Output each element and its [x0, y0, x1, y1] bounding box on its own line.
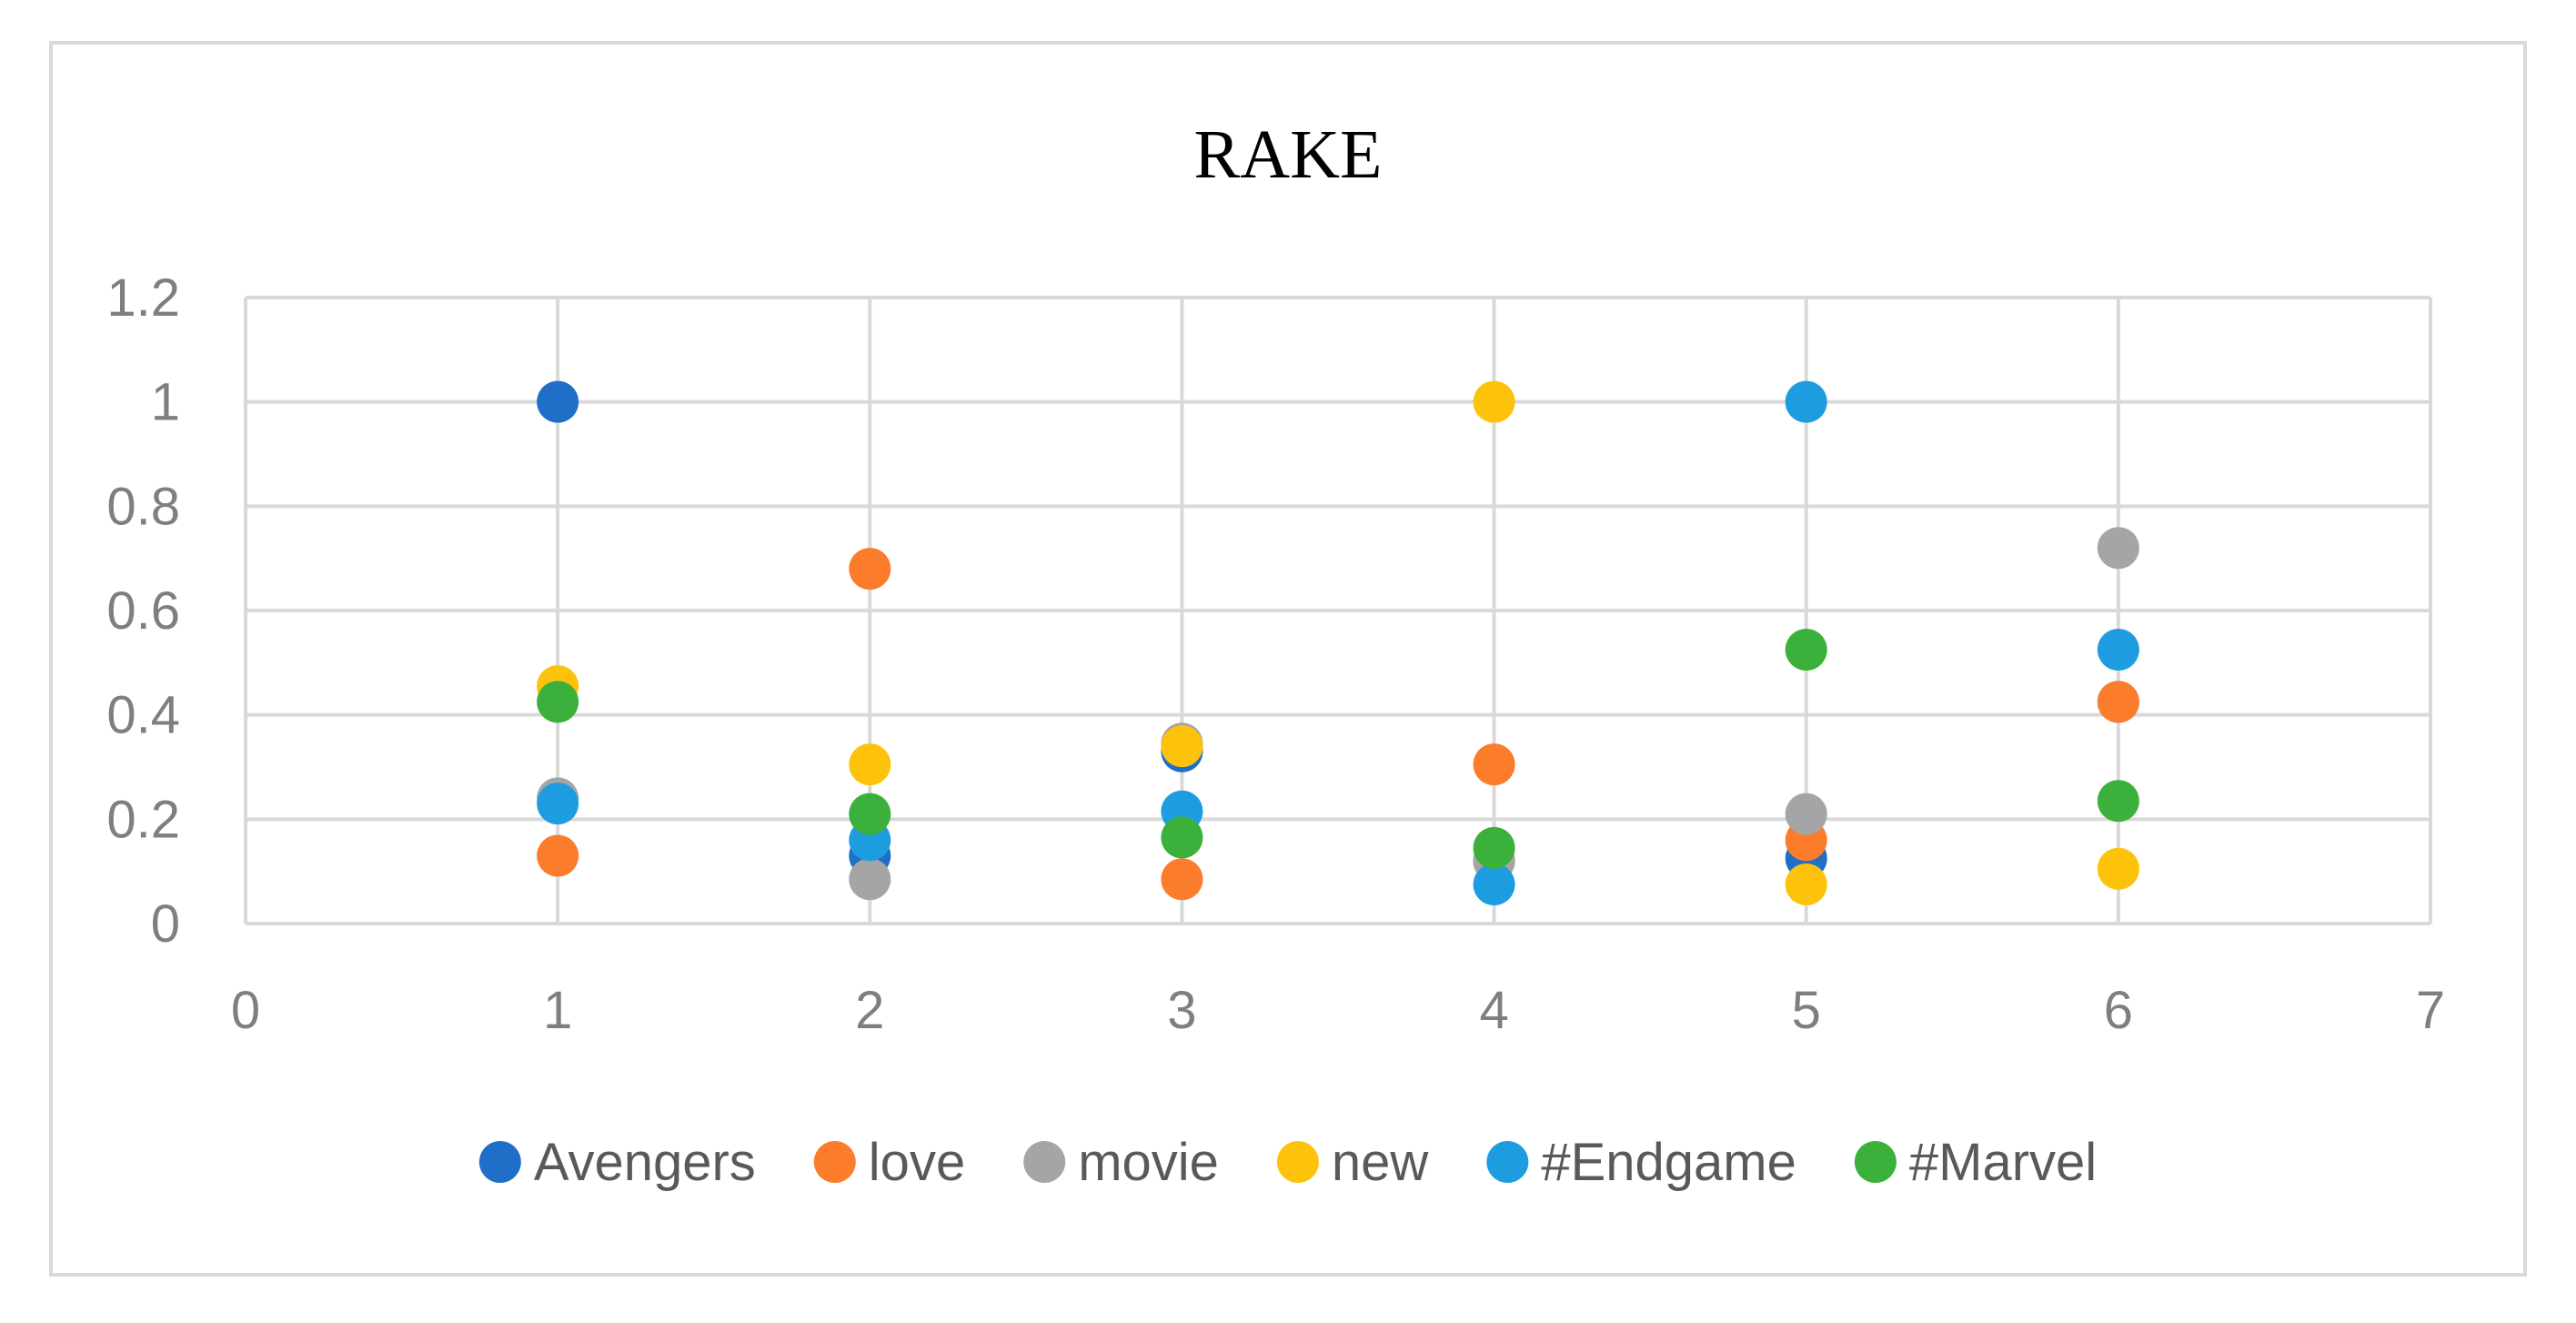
y-tick-label: 0.2: [106, 790, 180, 849]
data-point: [1161, 725, 1203, 768]
y-tick-label: 0.4: [106, 686, 180, 745]
legend-entry: #Marvel: [1854, 1133, 2097, 1192]
axis-tick-labels: 0 1 2 3 4 5 6 7 0 0.2 0.4 0.6 0.8 1 1.2: [106, 268, 2445, 1040]
x-tick-label: 3: [1167, 981, 1196, 1040]
legend-entry: love: [813, 1133, 965, 1192]
series-5: [537, 629, 2139, 869]
x-tick-label: 4: [1479, 981, 1508, 1040]
legend-marker: [1854, 1141, 1897, 1183]
data-point: [1161, 858, 1203, 901]
series-4: [537, 380, 2139, 905]
data-point: [1473, 743, 1515, 786]
data-point: [2097, 847, 2139, 890]
data-point: [1473, 826, 1515, 869]
y-tick-label: 0: [151, 894, 180, 954]
data-point: [849, 858, 891, 901]
legend-marker: [1276, 1141, 1319, 1183]
legend-marker: [1486, 1141, 1529, 1183]
data-point: [537, 783, 579, 825]
legend-label: movie: [1078, 1133, 1219, 1192]
x-tick-label: 5: [1792, 981, 1821, 1040]
legend-entry: new: [1276, 1133, 1430, 1192]
data-point: [2097, 780, 2139, 823]
data-point: [849, 548, 891, 591]
legend-entry: movie: [1023, 1133, 1219, 1192]
data-point: [2097, 681, 2139, 723]
data-point: [2097, 629, 2139, 671]
legend-marker: [813, 1141, 856, 1183]
legend-label: love: [869, 1133, 965, 1192]
y-tick-label: 1.2: [106, 268, 180, 328]
legend: Avengers love movie new #Endgame #Marvel: [478, 1133, 2097, 1192]
series-1: [537, 548, 2139, 901]
data-point: [1785, 629, 1827, 671]
data-point: [1473, 380, 1515, 423]
chart-title: RAKE: [1194, 116, 1383, 193]
x-tick-label: 2: [855, 981, 884, 1040]
x-tick-label: 6: [2104, 981, 2133, 1040]
legend-entry: #Endgame: [1486, 1133, 1796, 1192]
x-tick-label: 0: [231, 981, 260, 1040]
x-tick-label: 1: [543, 981, 572, 1040]
y-tick-label: 1: [151, 373, 180, 432]
data-points: [537, 380, 2139, 905]
series-3: [537, 380, 2139, 905]
x-tick-label: 7: [2416, 981, 2445, 1040]
legend-label: #Endgame: [1541, 1133, 1796, 1192]
legend-label: new: [1332, 1133, 1430, 1192]
data-point: [537, 380, 579, 423]
data-point: [2097, 527, 2139, 570]
data-point: [1161, 816, 1203, 859]
data-point: [1473, 863, 1515, 905]
data-point: [849, 793, 891, 835]
data-point: [537, 834, 579, 877]
data-point: [1785, 380, 1827, 423]
data-point: [537, 681, 579, 723]
legend-marker: [478, 1141, 521, 1183]
data-point: [849, 743, 891, 786]
y-tick-label: 0.8: [106, 477, 180, 536]
y-tick-label: 0.6: [106, 581, 180, 641]
series-0: [537, 380, 2139, 883]
legend-entry: Avengers: [478, 1133, 756, 1192]
data-point: [1785, 863, 1827, 905]
legend-marker: [1023, 1141, 1066, 1183]
data-point: [1785, 793, 1827, 835]
legend-label: Avengers: [534, 1133, 756, 1192]
legend-label: #Marvel: [1909, 1133, 2097, 1192]
